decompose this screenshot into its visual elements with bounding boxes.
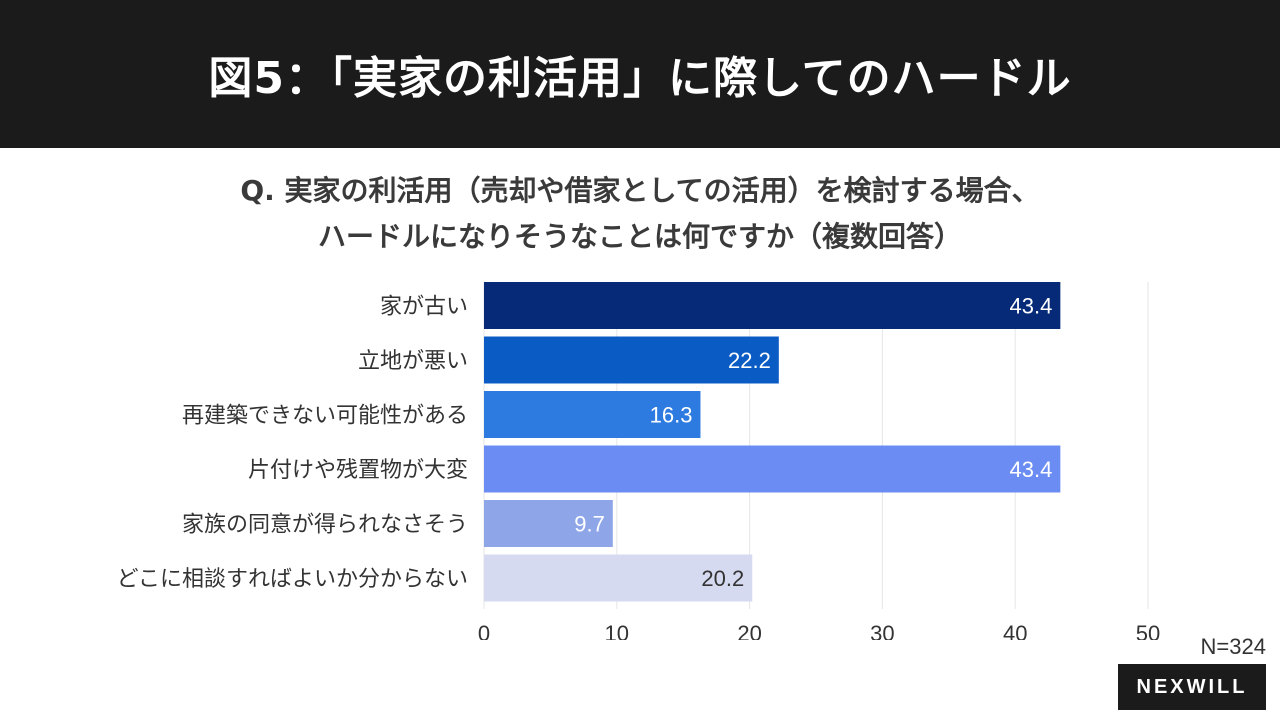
header-banner: 図5：「実家の利活用」に際してのハードル <box>0 0 1280 148</box>
x-tick-label: 40 <box>1003 621 1027 640</box>
category-label: 家が古い <box>380 295 468 320</box>
data-label: 43.4 <box>1010 457 1053 482</box>
bar <box>484 554 753 602</box>
bar <box>484 336 779 384</box>
x-tick-label: 30 <box>870 621 894 640</box>
question-text: Q. 実家の利活用（売却や借家としての活用）を検討する場合、 ハードルになりそう… <box>0 168 1280 260</box>
category-label: 再建築できない可能性がある <box>182 404 468 429</box>
bar <box>484 445 1061 493</box>
data-label: 16.3 <box>650 403 693 428</box>
category-label: 家族の同意が得られなさそう <box>182 513 468 538</box>
question-line-1: Q. 実家の利活用（売却や借家としての活用）を検討する場合、 <box>240 174 1040 207</box>
bar <box>484 500 613 547</box>
category-label: 立地が悪い <box>358 349 468 374</box>
category-label: どこに相談すればよいか分からない <box>117 567 468 592</box>
sample-size-label: N=324 <box>1200 634 1266 659</box>
x-tick-label: 10 <box>605 621 629 640</box>
question-line-2: ハードルになりそうなことは何ですか（複数回答） <box>317 220 962 253</box>
data-label: 9.7 <box>574 512 605 537</box>
data-label: 20.2 <box>701 566 744 591</box>
bar <box>484 391 701 438</box>
bar-chart: 0 10 20 30 40 50 家が古い 43.4 立地が悪い 22.2 再建築できない可能性があ… <box>117 282 1160 640</box>
x-tick-label: 0 <box>478 621 490 640</box>
nexwill-logo: NEXWILL <box>1118 664 1266 710</box>
data-label: 22.2 <box>728 348 771 373</box>
x-tick-label: 20 <box>737 621 761 640</box>
data-label: 43.4 <box>1010 294 1053 319</box>
chart-title: 図5：「実家の利活用」に際してのハードル <box>208 53 1072 104</box>
category-label: 片付けや残置物が大変 <box>248 458 468 483</box>
x-tick-label: 50 <box>1136 621 1160 640</box>
bar <box>484 282 1061 329</box>
